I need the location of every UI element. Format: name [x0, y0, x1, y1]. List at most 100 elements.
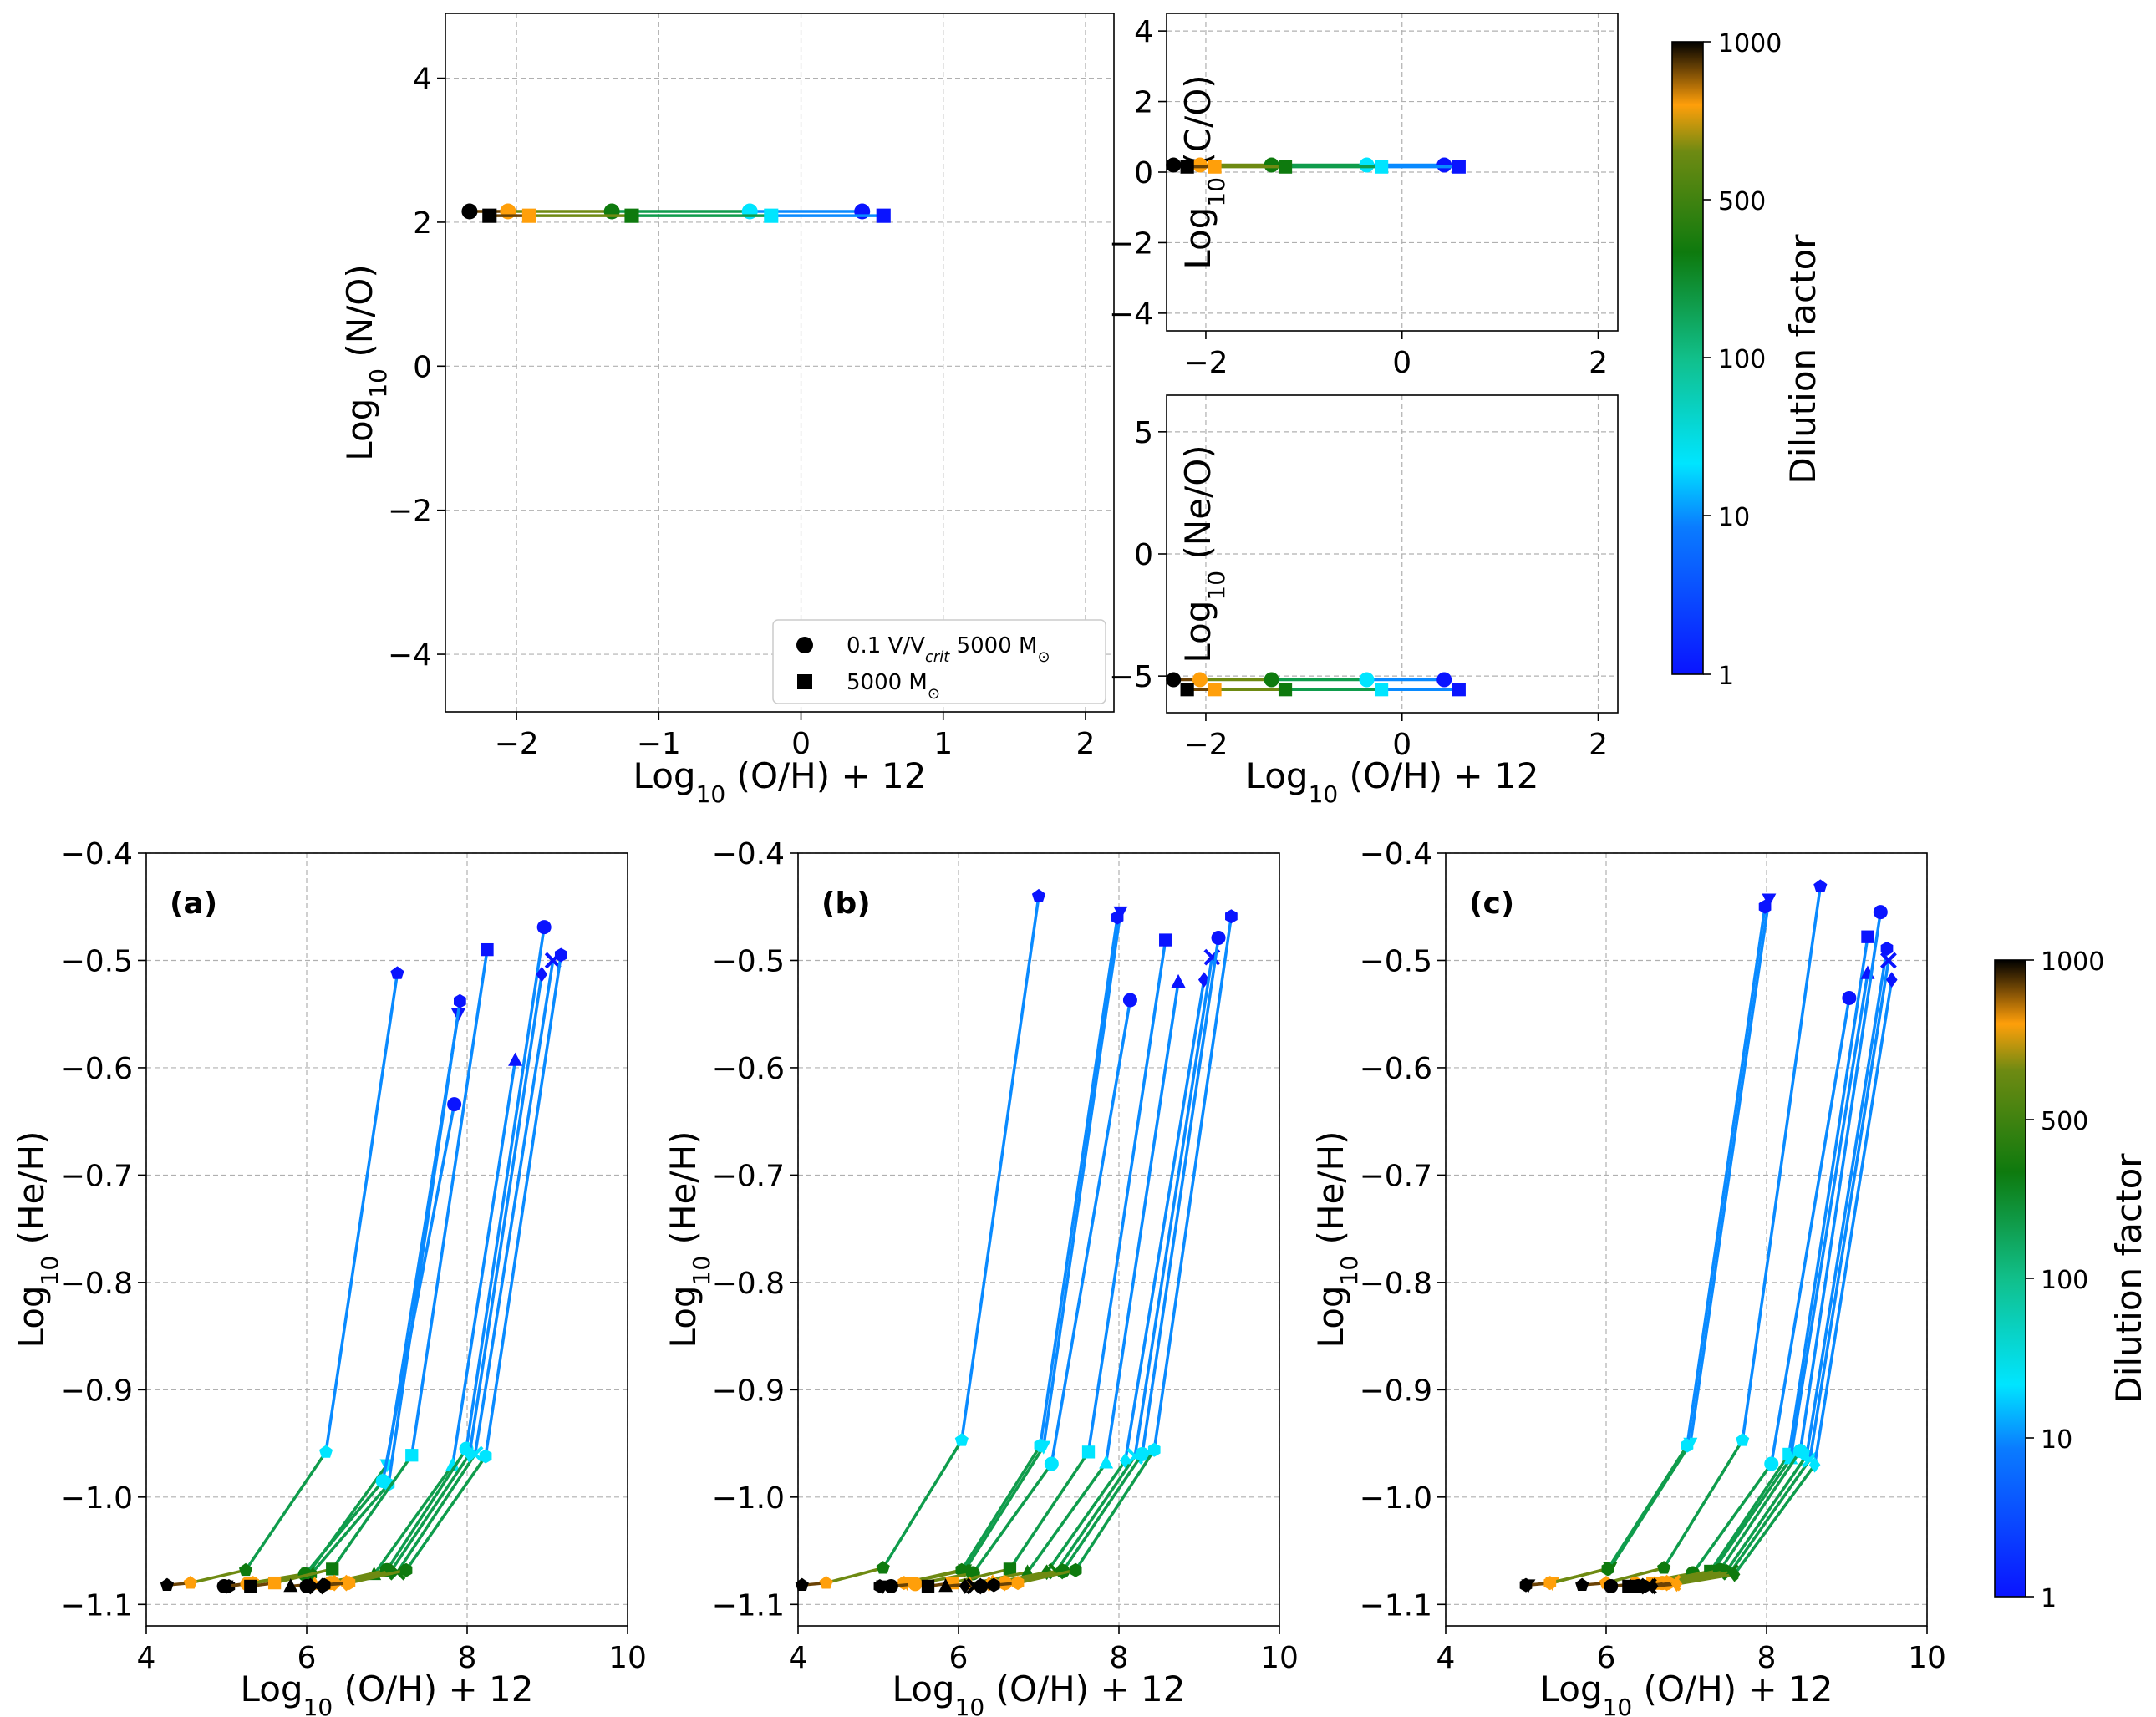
- marker-pentagon: [1813, 879, 1828, 892]
- x-tick-label: 0: [791, 727, 811, 761]
- marker-square: [1180, 683, 1194, 697]
- colorbar-tick-label: 1000: [1718, 29, 1782, 58]
- series-segment: [1050, 999, 1132, 1465]
- y-tick-label: 0: [1134, 538, 1153, 572]
- series-segment: [826, 1566, 884, 1585]
- x-tick-label: 10: [1908, 1641, 1946, 1675]
- colorbar-tick-label: 100: [1718, 345, 1766, 374]
- series-segment: [1055, 1455, 1136, 1572]
- series-hexagon-9: [318, 947, 567, 1593]
- marker-circle: [1044, 1456, 1059, 1471]
- marker-square: [764, 208, 779, 223]
- colorbar-top-gradient: [1671, 41, 1704, 675]
- x-tick-label: 10: [1260, 1641, 1299, 1675]
- series-segment: [1676, 1572, 1735, 1586]
- marker-triangle-up: [445, 1456, 460, 1471]
- colorbar-top: 1000 500 100 10 1 Dilution factor: [1671, 29, 1823, 691]
- marker-triangle-up: [508, 1052, 523, 1066]
- plot-frame: [1166, 394, 1619, 714]
- marker-hexagon: [343, 1576, 356, 1591]
- x-axis-title-rest: (O/H) + 12: [1338, 755, 1538, 796]
- series-segment: [309, 1483, 390, 1576]
- series-segment: [964, 1445, 1045, 1572]
- marker-hexagon: [1111, 910, 1124, 925]
- legend-label-rest: 5000 M: [949, 633, 1037, 658]
- series-segment: [1104, 981, 1180, 1463]
- series-segment: [484, 954, 563, 1457]
- y-tick-label: −1.1: [712, 1588, 785, 1623]
- y-tick-label: −0.4: [712, 837, 785, 871]
- series-segment: [1662, 1439, 1744, 1569]
- series-segment: [1770, 998, 1851, 1465]
- colorbar-tick-label: 1000: [2041, 947, 2104, 977]
- legend-label-main: 0.1 V/V: [847, 633, 925, 658]
- series-segment: [1711, 1457, 1792, 1573]
- series-segment: [1061, 1453, 1144, 1572]
- series-segment: [450, 1059, 517, 1466]
- series-segment: [381, 1104, 456, 1481]
- y-tick-label: −4: [388, 638, 432, 673]
- x-tick-label: 0: [1392, 346, 1411, 380]
- x-tick-label: 4: [137, 1641, 156, 1675]
- y-tick-label: 0: [413, 350, 432, 384]
- y-axis-title-sub: 10: [1203, 177, 1230, 207]
- marker-circle: [461, 203, 478, 220]
- marker-square: [521, 208, 536, 223]
- y-tick-label: −0.5: [1360, 944, 1432, 978]
- x-axis-title-main: Log: [892, 1669, 955, 1709]
- y-tick-label: 4: [1134, 15, 1153, 49]
- colorbar-top-ticks: 1000 500 100 10 1: [1703, 29, 1782, 691]
- marker-pentagon: [318, 1445, 333, 1458]
- marker-pentagon: [160, 1577, 175, 1592]
- series-segment: [1686, 906, 1767, 1446]
- series-segment: [1008, 1450, 1090, 1570]
- x-axis-title-rest: (O/H) + 12: [725, 755, 926, 796]
- marker-circle: [1604, 1578, 1619, 1593]
- series-square-1: [1180, 683, 1466, 697]
- marker-circle: [908, 1577, 923, 1592]
- series-segment: [389, 1453, 471, 1572]
- x-tick-label: 8: [458, 1641, 477, 1675]
- marker-hexagon: [453, 993, 466, 1008]
- marker-pentagon: [876, 1561, 890, 1574]
- series-hexagon-2: [873, 910, 1124, 1593]
- marker-hexagon: [479, 1449, 492, 1464]
- y-tick-label: −0.5: [712, 944, 785, 978]
- x-axis-title-main: Log: [241, 1669, 303, 1709]
- series-triangle_down-1: [876, 906, 1128, 1594]
- series-segment: [404, 1455, 487, 1572]
- series-segment: [1606, 1445, 1689, 1570]
- series-segment: [331, 1454, 414, 1570]
- marker-hexagon: [1880, 941, 1894, 956]
- series-triangle_up-5: [938, 973, 1186, 1593]
- marker-x-stroke: [466, 1445, 484, 1463]
- panel-label: (b): [821, 886, 871, 921]
- marker-square: [1374, 683, 1389, 697]
- series-segment: [1709, 1453, 1791, 1572]
- marker-triangle-up: [283, 1578, 298, 1593]
- colorbar-tick-label: 500: [2041, 1107, 2088, 1136]
- legend-label-main: 5000 M: [847, 670, 928, 695]
- series-pentagon-0: [160, 966, 404, 1592]
- marker-circle: [883, 1578, 898, 1593]
- marker-pentagon: [1031, 888, 1046, 902]
- marker-square: [1452, 683, 1466, 697]
- y-tick-label: −1.0: [712, 1481, 785, 1516]
- x-axis-title-rest: (O/H) + 12: [1632, 1669, 1833, 1709]
- marker-square: [1003, 1562, 1017, 1576]
- y-axis-title-main: Log: [11, 1285, 52, 1348]
- marker-triangle-up: [938, 1578, 953, 1593]
- x-axis-title: Log10 (O/H) + 12: [241, 1669, 534, 1717]
- x-tick-label: −2: [495, 727, 539, 761]
- y-tick-label: −0.6: [712, 1052, 785, 1086]
- colorbar-bottom-ticks: 1000 500 100 10 1: [2026, 947, 2104, 1613]
- marker-hexagon: [1543, 1576, 1557, 1591]
- colorbar-bottom-label: Dilution factor: [2108, 1153, 2149, 1404]
- marker-pentagon: [238, 1562, 253, 1577]
- marker-hexagon: [1034, 1438, 1047, 1453]
- series-diamond-6: [959, 972, 1210, 1594]
- marker-circle: [1264, 672, 1279, 688]
- y-tick-label: −0.4: [1360, 837, 1432, 871]
- y-tick-label: −0.6: [1360, 1052, 1432, 1086]
- marker-hexagon: [554, 947, 567, 963]
